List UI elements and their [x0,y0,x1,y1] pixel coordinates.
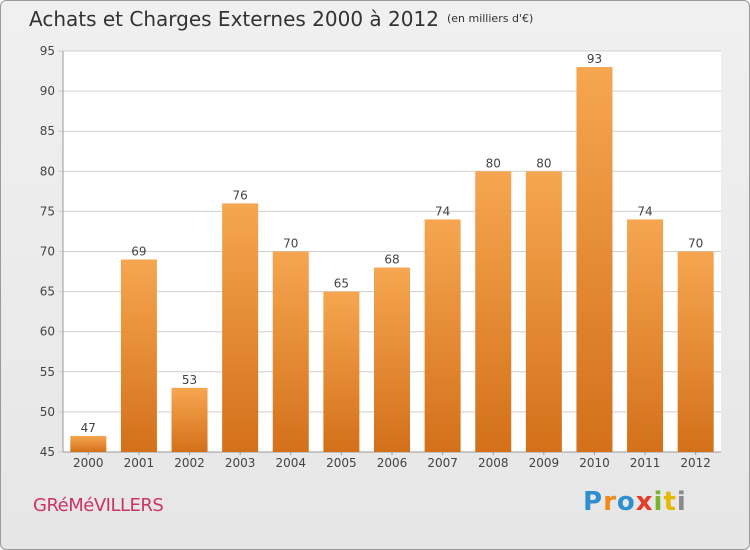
y-tick-label: 55 [40,365,55,379]
bar-2007 [424,219,461,452]
data-label: 93 [587,52,602,66]
bar-2010 [576,67,613,452]
bar-2006 [374,267,410,452]
data-label: 53 [182,373,197,387]
x-tick-label: 2006 [377,456,408,470]
logo-letter: o [616,487,636,517]
y-tick-label: 50 [40,405,55,419]
x-tick-label: 2009 [529,456,560,470]
y-tick-label: 85 [40,124,55,138]
bar-2004 [272,251,309,452]
data-label: 80 [486,156,501,170]
data-label: 69 [131,245,146,259]
y-tick-label: 70 [40,245,55,259]
x-tick-label: 2002 [174,456,205,470]
data-label: 74 [637,204,652,218]
x-tick-label: 2007 [427,456,458,470]
y-tick-label: 95 [40,44,55,58]
x-tick-label: 2010 [579,456,610,470]
data-label: 70 [283,237,298,251]
bar-2011 [627,219,664,452]
data-label: 68 [384,253,399,267]
bar-2009 [525,171,562,453]
logo-letter: r [603,487,617,517]
bar-2012 [677,251,714,452]
y-tick-label: 90 [40,84,55,98]
chart-title: Achats et Charges Externes 2000 à 2012 [29,7,439,31]
logo-letter: t [663,487,677,517]
data-label: 70 [688,237,703,251]
bar-2001 [120,259,157,452]
x-tick-label: 2000 [73,456,104,470]
commune-name: GRéMéVILLERS [33,495,164,516]
x-tick-label: 2004 [275,456,306,470]
bar-2008 [475,171,512,453]
x-tick-label: 2003 [225,456,256,470]
chart-subtitle: (en milliers d'€) [446,12,534,25]
y-tick-label: 60 [40,325,55,339]
data-label: 65 [334,277,349,291]
logo-letter: P [583,487,604,517]
logo-letter: i [676,487,687,517]
y-tick-label: 65 [40,285,55,299]
bar-2000 [70,435,107,452]
data-label: 76 [233,188,248,202]
bar-2003 [222,203,259,452]
bar-2002 [171,387,208,452]
y-tick-label: 80 [40,164,55,178]
x-tick-label: 2008 [478,456,509,470]
chart-title-block: Achats et Charges Externes 2000 à 2012 (e… [29,7,533,31]
y-tick-label: 45 [40,445,55,459]
y-tick-label: 75 [40,204,55,218]
data-label: 74 [435,204,450,218]
logo-letter: x [635,487,654,517]
x-tick-label: 2012 [680,456,711,470]
x-tick-label: 2001 [124,456,155,470]
bar-2005 [323,291,360,452]
logo-letter: i [653,487,664,517]
data-label: 80 [536,156,551,170]
x-tick-label: 2011 [630,456,661,470]
x-tick-label: 2005 [326,456,357,470]
data-label: 47 [81,421,96,435]
proxiti-logo: Proxiti [583,487,687,517]
